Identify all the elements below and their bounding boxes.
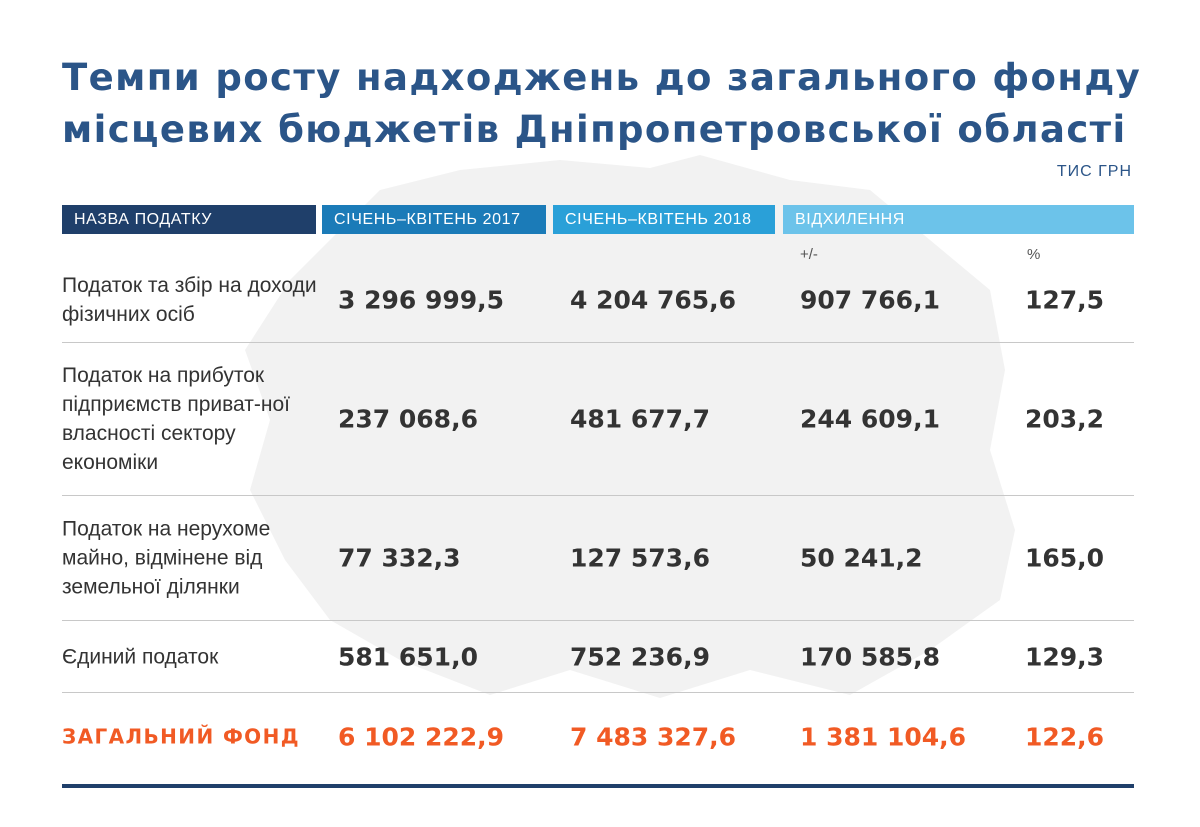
row-tax-name: Податок на прибуток підприємств приват-н… [62, 364, 290, 474]
row-value-pct: 165,0 [1025, 543, 1105, 573]
row-value-2017: 581 651,0 [338, 642, 478, 671]
row-divider [62, 495, 1134, 496]
row-value-2018: 752 236,9 [570, 642, 710, 671]
total-value-abs: 1 381 104,6 [800, 722, 967, 752]
table-row: Податок на прибуток підприємств приват-н… [62, 343, 1134, 495]
row-value-abs: 170 585,8 [800, 642, 940, 671]
total-value-pct: 122,6 [1025, 722, 1105, 752]
table-row: Податок та збір на доходи фізичних осіб … [62, 257, 1134, 342]
title-line-1: Темпи росту надходжень до загального фон… [62, 56, 1142, 99]
row-value-2018: 481 677,7 [570, 404, 710, 434]
subheader-pct: % [1027, 246, 1041, 263]
row-value-abs: 50 241,2 [800, 543, 923, 573]
row-divider [62, 620, 1134, 621]
total-value-2018: 7 483 327,6 [570, 722, 737, 752]
row-value-2017: 77 332,3 [338, 543, 461, 573]
header-2018: СІЧЕНЬ–КВІТЕНЬ 2018 [553, 205, 775, 234]
bottom-rule [62, 784, 1134, 788]
row-value-abs: 244 609,1 [800, 404, 940, 434]
total-label: ЗАГАЛЬНИЙ ФОНД [62, 724, 300, 749]
row-value-2018: 127 573,6 [570, 543, 710, 573]
header-deviation: ВІДХИЛЕННЯ [783, 205, 1134, 234]
page-title: Темпи росту надходжень до загального фон… [62, 52, 1142, 156]
row-tax-name: Податок та збір на доходи фізичних осіб [62, 273, 317, 326]
row-tax-name: Податок на нерухоме майно, відмінене від… [62, 517, 271, 599]
row-divider [62, 692, 1134, 693]
row-tax-name: Єдиний податок [62, 645, 219, 668]
header-2017: СІЧЕНЬ–КВІТЕНЬ 2017 [322, 205, 546, 234]
row-value-pct: 129,3 [1025, 642, 1105, 671]
row-value-abs: 907 766,1 [800, 285, 940, 314]
table-row: Податок на нерухоме майно, відмінене від… [62, 496, 1134, 620]
header-tax-name: НАЗВА ПОДАТКУ [62, 205, 316, 234]
table-row-total: ЗАГАЛЬНИЙ ФОНД 6 102 222,9 7 483 327,6 1… [62, 693, 1134, 781]
row-value-2017: 237 068,6 [338, 404, 478, 434]
row-value-pct: 127,5 [1025, 285, 1105, 314]
total-value-2017: 6 102 222,9 [338, 722, 505, 752]
row-value-pct: 203,2 [1025, 404, 1105, 434]
row-divider [62, 342, 1134, 343]
row-value-2017: 3 296 999,5 [338, 285, 505, 314]
region-map-silhouette [245, 155, 1015, 698]
unit-label: ТИС ГРН [1056, 163, 1132, 180]
subheader-abs: +/- [800, 246, 818, 263]
title-line-2: місцевих бюджетів Дніпропетровської обла… [62, 108, 1127, 151]
row-value-2018: 4 204 765,6 [570, 285, 737, 314]
table-row: Єдиний податок 581 651,0 752 236,9 170 5… [62, 621, 1134, 692]
map-outline [245, 155, 1015, 698]
